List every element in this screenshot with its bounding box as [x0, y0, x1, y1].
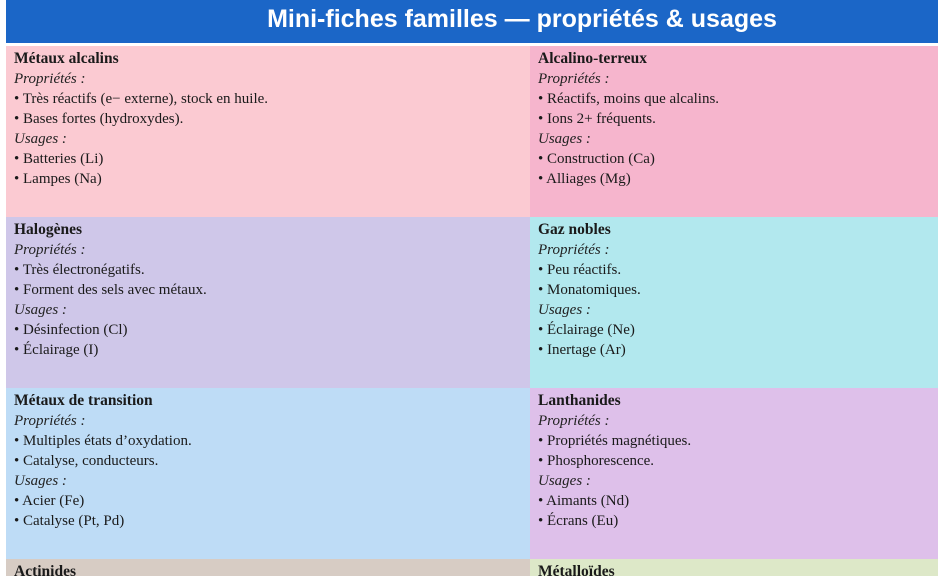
document-page: Mini-fiches familles — propriétés & usag… [6, 0, 938, 576]
property-item: • Très réactifs (e− externe), stock en h… [14, 91, 269, 107]
cards-grid: Métaux alcalins Propriétés : • Très réac… [6, 46, 938, 576]
card-metalloides: Métalloïdes [530, 559, 938, 576]
properties-label: Propriétés : [538, 71, 610, 87]
usage-item: • Éclairage (I) [14, 342, 99, 358]
properties-label: Propriétés : [14, 242, 86, 258]
usages-label: Usages : [14, 473, 67, 489]
usages-label: Usages : [538, 473, 591, 489]
card-title: Métalloïdes [538, 563, 615, 576]
usage-item: • Catalyse (Pt, Pd) [14, 513, 125, 529]
card-metaux-alcalins: Métaux alcalins Propriétés : • Très réac… [6, 46, 530, 217]
properties-label: Propriétés : [538, 242, 610, 258]
property-item: • Multiples états d’oxydation. [14, 433, 192, 449]
card-halogenes: Halogènes Propriétés : • Très électronég… [6, 217, 530, 388]
usage-item: • Acier (Fe) [14, 493, 85, 509]
property-item: • Phosphorescence. [538, 453, 655, 469]
card-title: Alcalino-terreux [538, 50, 648, 67]
usages-label: Usages : [538, 131, 591, 147]
usages-label: Usages : [538, 302, 591, 318]
usage-item: • Éclairage (Ne) [538, 322, 635, 338]
card-title: Actinides [14, 563, 76, 576]
property-item: • Catalyse, conducteurs. [14, 453, 159, 469]
property-item: • Ions 2+ fréquents. [538, 111, 656, 127]
property-item: • Forment des sels avec métaux. [14, 282, 207, 298]
usage-item: • Construction (Ca) [538, 151, 655, 167]
property-item: • Monatomiques. [538, 282, 641, 298]
usages-label: Usages : [14, 302, 67, 318]
property-item: • Très électronégatifs. [14, 262, 145, 278]
card-gaz-nobles: Gaz nobles Propriétés : • Peu réactifs. … [530, 217, 938, 388]
usage-item: • Inertage (Ar) [538, 342, 626, 358]
usages-label: Usages : [14, 131, 67, 147]
card-alcalino-terreux: Alcalino-terreux Propriétés : • Réactifs… [530, 46, 938, 217]
card-title: Métaux de transition [14, 392, 153, 409]
card-title: Lanthanides [538, 392, 621, 409]
properties-label: Propriétés : [14, 71, 86, 87]
property-item: • Réactifs, moins que alcalins. [538, 91, 720, 107]
properties-label: Propriétés : [538, 413, 610, 429]
card-title: Halogènes [14, 221, 83, 238]
usage-item: • Lampes (Na) [14, 171, 102, 187]
properties-label: Propriétés : [14, 413, 86, 429]
property-item: • Bases fortes (hydroxydes). [14, 111, 184, 127]
usage-item: • Batteries (Li) [14, 151, 104, 167]
card-title: Métaux alcalins [14, 50, 119, 67]
card-actinides: Actinides [6, 559, 530, 576]
usage-item: • Aimants (Nd) [538, 493, 630, 509]
usage-item: • Désinfection (Cl) [14, 322, 128, 338]
property-item: • Peu réactifs. [538, 262, 622, 278]
usage-item: • Écrans (Eu) [538, 513, 619, 529]
property-item: • Propriétés magnétiques. [538, 433, 692, 449]
card-metaux-de-transition: Métaux de transition Propriétés : • Mult… [6, 388, 530, 559]
card-lanthanides: Lanthanides Propriétés : • Propriétés ma… [530, 388, 938, 559]
page-title: Mini-fiches familles — propriétés & usag… [267, 5, 777, 33]
usage-item: • Alliages (Mg) [538, 171, 631, 187]
title-banner: Mini-fiches familles — propriétés & usag… [6, 0, 938, 43]
card-title: Gaz nobles [538, 221, 611, 238]
